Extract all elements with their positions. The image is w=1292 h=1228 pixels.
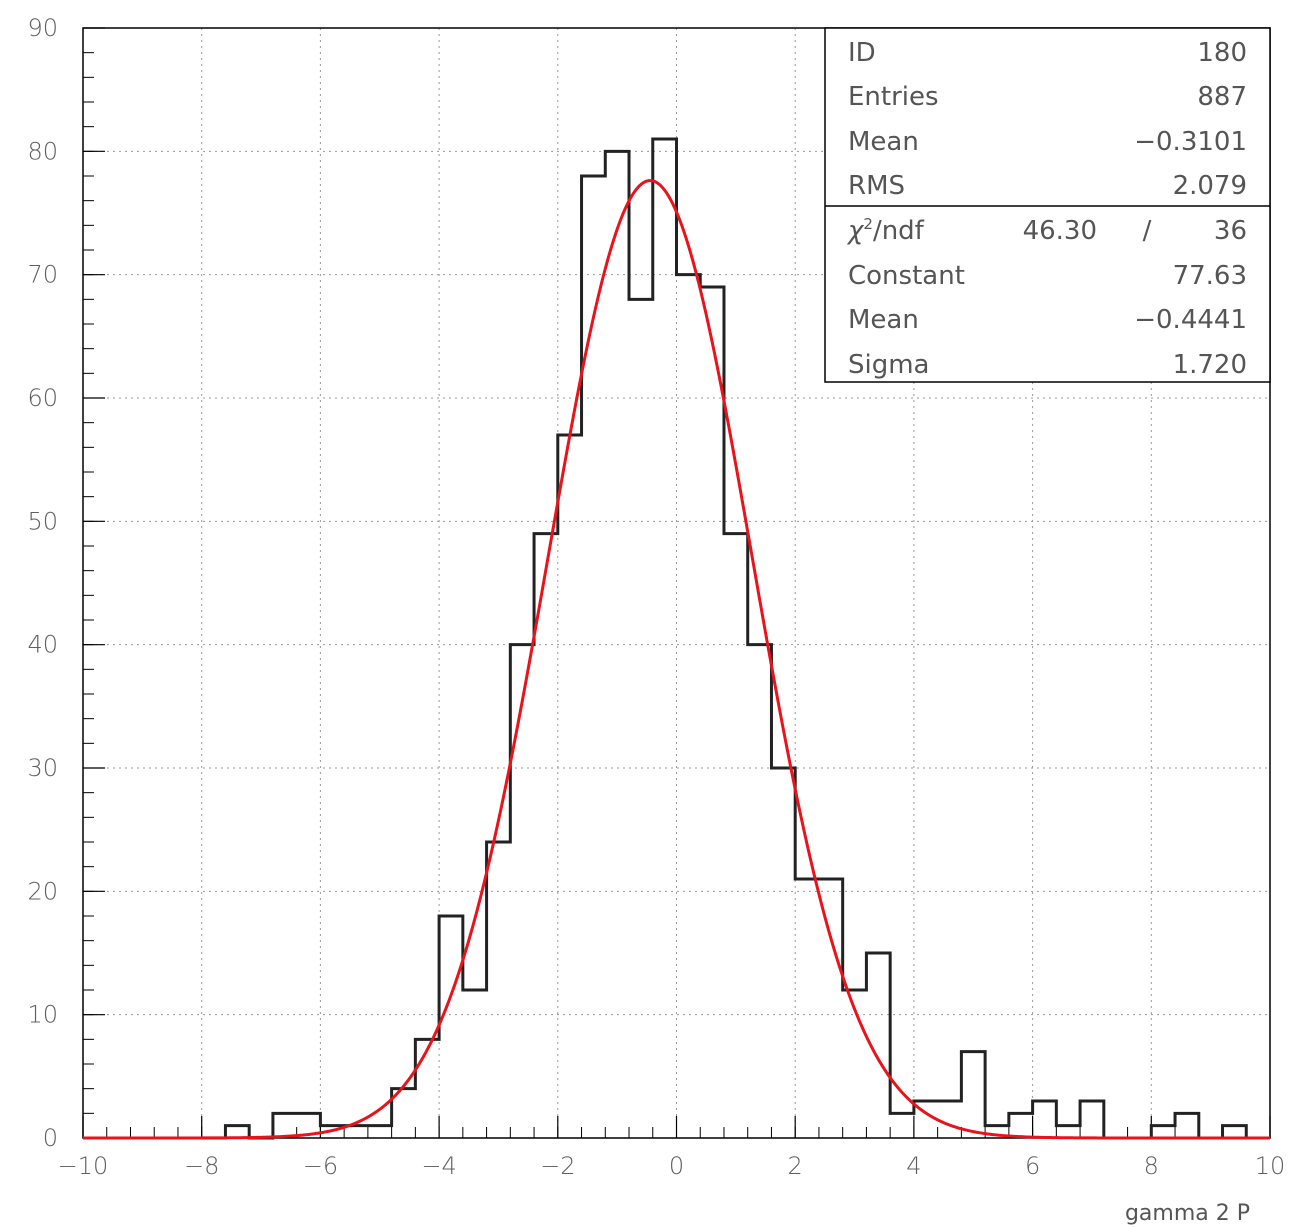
x-tick-label: −10 [58, 1152, 109, 1180]
stats-mean-label: Mean [848, 127, 919, 157]
stats-ndf-value: 36 [1214, 216, 1247, 246]
x-tick-label: 8 [1144, 1152, 1159, 1180]
x-tick-label: −2 [540, 1152, 575, 1180]
y-tick-labels: 0 10 20 30 40 50 60 70 80 90 [27, 14, 58, 1152]
y-tick-label: 60 [27, 384, 58, 412]
chi-symbol: χ [846, 216, 865, 246]
stats-id-label: ID [848, 38, 876, 68]
x-tick-label: −4 [421, 1152, 456, 1180]
stats-constant-value: 77.63 [1173, 261, 1247, 291]
x-tick-label: 2 [788, 1152, 803, 1180]
stats-box: ID 180 Entries 887 Mean −0.3101 RMS 2.07… [824, 27, 1271, 383]
x-tick-label: −6 [303, 1152, 338, 1180]
y-tick-label: 30 [27, 754, 58, 782]
ndf-label: /ndf [873, 216, 925, 246]
stats-mean-value: −0.3101 [1134, 127, 1247, 157]
gaussian-fit-curve [83, 179, 1270, 1140]
stats-rms-label: RMS [848, 171, 905, 201]
x-tick-labels: −10 −8 −6 −4 −2 0 2 4 6 8 10 [58, 1152, 1286, 1180]
stats-fit-mean-value: −0.4441 [1134, 305, 1247, 335]
y-tick-label: 80 [27, 137, 58, 165]
chi-superscript: 2 [863, 215, 873, 233]
x-tick-label: 4 [906, 1152, 921, 1180]
axis-ticks [82, 27, 1271, 1139]
stats-chi2-value: 46.30 [1023, 216, 1097, 246]
stats-sigma-value: 1.720 [1173, 350, 1247, 380]
x-tick-label: −8 [184, 1152, 219, 1180]
x-tick-label: 10 [1255, 1152, 1286, 1180]
x-tick-label: 0 [669, 1152, 684, 1180]
stats-sigma-label: Sigma [848, 350, 930, 380]
stats-entries-label: Entries [848, 82, 939, 112]
stats-chi2-label: χ2/ndf [846, 215, 925, 246]
stats-box-frame [824, 27, 1271, 383]
y-tick-label: 50 [27, 507, 58, 535]
x-axis-label: gamma 2 P [1125, 1201, 1250, 1226]
y-tick-label: 90 [27, 14, 58, 42]
stats-entries-value: 887 [1197, 82, 1247, 112]
stats-rms-value: 2.079 [1173, 171, 1247, 201]
stats-chi2-separator: / [1143, 216, 1152, 246]
y-tick-label: 0 [43, 1124, 58, 1152]
x-tick-label: 6 [1025, 1152, 1040, 1180]
stats-id-value: 180 [1197, 38, 1247, 68]
y-tick-label: 40 [27, 631, 58, 659]
stats-fit-mean-label: Mean [848, 305, 919, 335]
y-tick-label: 10 [27, 1001, 58, 1029]
y-tick-label: 70 [27, 261, 58, 289]
stats-constant-label: Constant [848, 261, 965, 291]
y-tick-label: 20 [27, 877, 58, 905]
